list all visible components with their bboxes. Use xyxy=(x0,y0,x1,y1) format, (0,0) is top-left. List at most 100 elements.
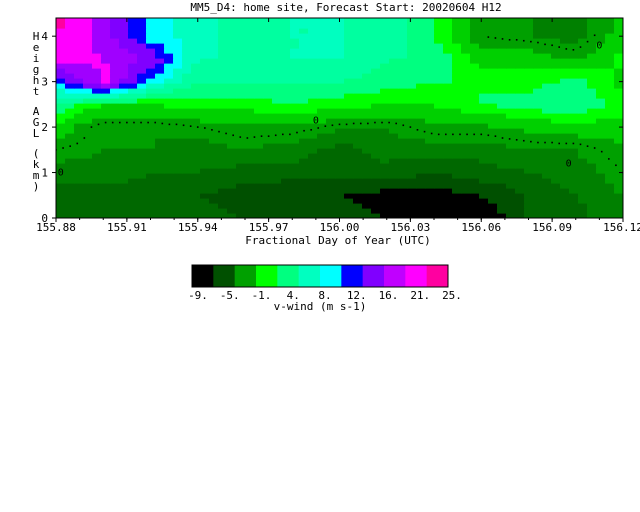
contour-dot xyxy=(381,121,383,124)
heatmap-cell xyxy=(461,23,471,29)
heatmap-cell xyxy=(164,113,174,119)
heatmap-cell xyxy=(461,123,471,129)
heatmap-cell xyxy=(191,168,201,174)
heatmap-cell xyxy=(425,193,435,199)
heatmap-cell xyxy=(398,188,408,194)
heatmap-cell xyxy=(416,198,426,204)
heatmap-cell xyxy=(83,158,93,164)
heatmap-cell xyxy=(200,48,210,54)
heatmap-cell xyxy=(317,68,327,74)
heatmap-cell xyxy=(614,208,623,214)
heatmap-cell xyxy=(425,153,435,159)
heatmap-cell xyxy=(101,143,111,149)
contour-dot xyxy=(466,133,468,136)
heatmap-cell xyxy=(560,38,570,44)
heatmap-cell xyxy=(542,198,552,204)
heatmap-cell xyxy=(200,138,210,144)
heatmap-cell xyxy=(380,168,390,174)
heatmap-cell xyxy=(245,108,255,114)
heatmap-cell xyxy=(416,58,426,64)
heatmap-cell xyxy=(389,68,399,74)
heatmap-cell xyxy=(371,68,381,74)
heatmap-cell xyxy=(245,38,255,44)
heatmap-cell xyxy=(209,188,219,194)
heatmap-cell xyxy=(461,68,471,74)
heatmap-cell xyxy=(263,188,273,194)
heatmap-cell xyxy=(524,108,534,114)
heatmap-cell xyxy=(362,33,372,39)
heatmap-cell xyxy=(605,148,615,154)
heatmap-cell xyxy=(263,183,273,189)
heatmap-cell xyxy=(254,98,264,104)
heatmap-cell xyxy=(407,63,417,69)
heatmap-cell xyxy=(434,83,444,89)
heatmap-cell xyxy=(182,178,192,184)
heatmap-cell xyxy=(551,73,561,79)
heatmap-cell xyxy=(191,113,201,119)
heatmap-cell xyxy=(155,88,165,94)
heatmap-cell xyxy=(587,213,597,218)
heatmap-cell xyxy=(470,23,480,29)
heatmap-cell xyxy=(281,43,291,49)
heatmap-cell xyxy=(542,43,552,49)
heatmap-cell xyxy=(416,183,426,189)
heatmap-cell xyxy=(254,88,264,94)
heatmap-cell xyxy=(533,143,543,149)
heatmap-cell xyxy=(344,203,354,209)
heatmap-cell xyxy=(191,183,201,189)
heatmap-cell xyxy=(578,208,588,214)
heatmap-cell xyxy=(560,123,570,129)
heatmap-cell xyxy=(515,208,525,214)
heatmap-cell xyxy=(227,83,237,89)
heatmap-cell xyxy=(452,168,462,174)
heatmap-cell xyxy=(236,113,246,119)
contour-dot xyxy=(253,136,256,138)
heatmap-cell xyxy=(524,148,534,154)
heatmap-cell xyxy=(335,78,345,84)
heatmap-cell xyxy=(605,208,615,214)
y-tick-label: 4 xyxy=(41,30,48,43)
heatmap-cell xyxy=(236,18,246,24)
heatmap-cell xyxy=(308,83,318,89)
heatmap-cell xyxy=(542,118,552,124)
x-tick-label: 155.94 xyxy=(178,221,218,234)
heatmap-cell xyxy=(425,188,435,194)
heatmap-cell xyxy=(461,18,471,24)
contour-dot xyxy=(437,133,440,136)
heatmap-cell xyxy=(497,68,507,74)
heatmap-cell xyxy=(164,73,174,79)
heatmap-cell xyxy=(344,58,354,64)
heatmap-cell xyxy=(74,178,84,184)
heatmap-cell xyxy=(83,33,93,39)
heatmap-cell xyxy=(488,48,498,54)
contour-dot xyxy=(168,123,171,126)
heatmap-cell xyxy=(461,83,471,89)
heatmap-cell xyxy=(101,33,111,39)
heatmap-cell xyxy=(461,158,471,164)
heatmap-cell xyxy=(416,173,426,179)
heatmap-cell xyxy=(479,113,489,119)
heatmap-cell xyxy=(407,113,417,119)
heatmap-cell xyxy=(92,48,102,54)
heatmap-cell xyxy=(506,173,516,179)
heatmap-cell xyxy=(560,168,570,174)
heatmap-cell xyxy=(515,173,525,179)
heatmap-cell xyxy=(551,203,561,209)
heatmap-cell xyxy=(443,98,453,104)
heatmap-cell xyxy=(569,123,579,129)
heatmap-cell xyxy=(218,58,228,64)
heatmap-cell xyxy=(506,138,516,144)
heatmap-cell xyxy=(434,173,444,179)
heatmap-cell xyxy=(407,43,417,49)
colorbar-swatch xyxy=(320,265,342,287)
heatmap-cell xyxy=(578,58,588,64)
heatmap-cell xyxy=(128,23,138,29)
heatmap-cell xyxy=(587,93,597,99)
heatmap-cell xyxy=(515,38,525,44)
heatmap-cell xyxy=(254,53,264,59)
heatmap-cell xyxy=(407,193,417,199)
heatmap-cell xyxy=(272,178,282,184)
heatmap-cell xyxy=(362,108,372,114)
heatmap-cell xyxy=(290,193,300,199)
heatmap-cell xyxy=(560,188,570,194)
